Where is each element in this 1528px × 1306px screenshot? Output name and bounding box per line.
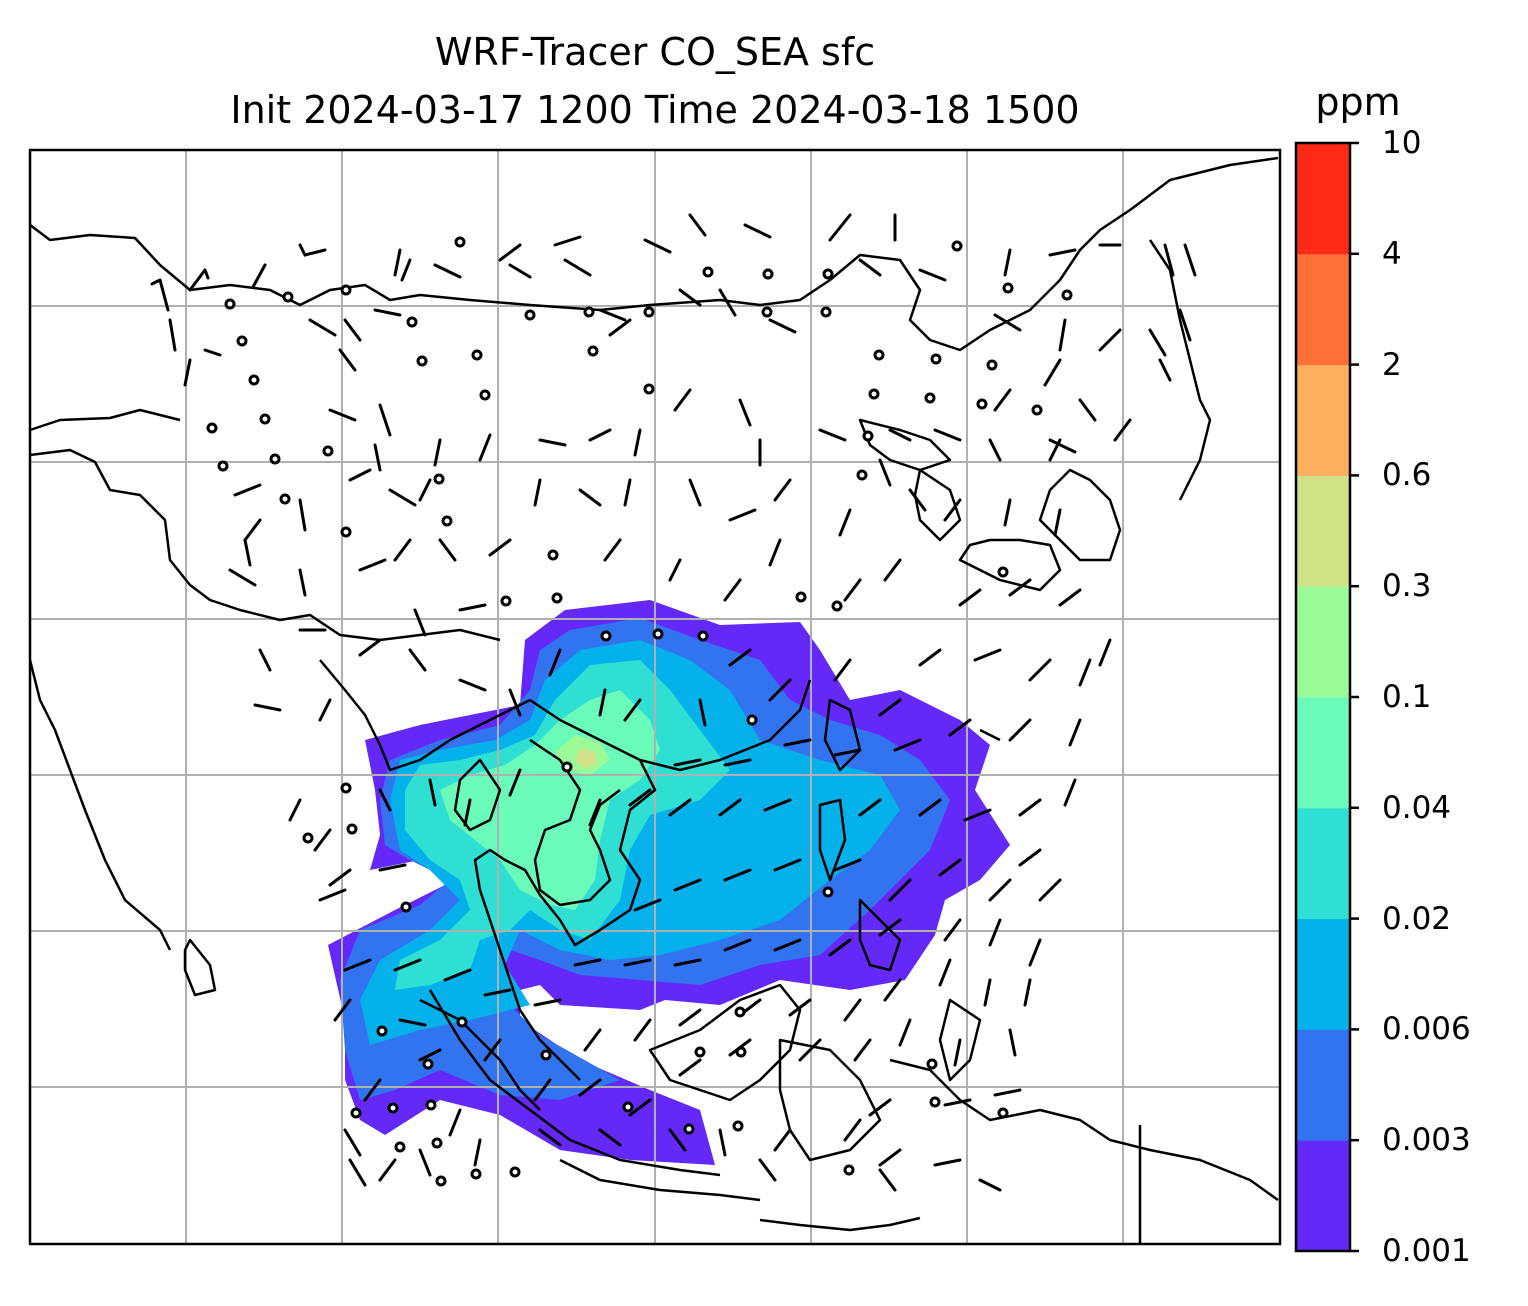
colorbar-tick-label: 0.04 (1382, 789, 1452, 826)
map-subtitle: Init 2024-03-17 1200 Time 2024-03-18 150… (230, 88, 1080, 132)
colorbar-tick-label: 0.6 (1382, 457, 1432, 494)
colorbar-segment (1296, 807, 1350, 920)
calm-wind-markers (206, 236, 1073, 1187)
colorbar-segment (1296, 143, 1350, 255)
conc-level-5 (440, 690, 660, 910)
colorbar-tick-label: 0.001 (1382, 1233, 1471, 1269)
wind-barbs (150, 213, 1197, 1192)
colorbar-unit: ppm (1315, 80, 1401, 124)
colorbar-tick-label: 0.3 (1382, 568, 1432, 605)
colorbar-tick-label: 0.02 (1382, 900, 1452, 937)
colorbar-segment (1296, 1140, 1350, 1252)
colorbar-tick-label: 0.1 (1382, 679, 1432, 715)
colorbar-tick-label: 2 (1382, 346, 1402, 383)
colorbar-tick-label: 4 (1382, 235, 1402, 272)
colorbar-segment (1296, 586, 1350, 698)
colorbar-segment (1296, 364, 1350, 476)
colorbar-segment (1296, 918, 1350, 1030)
colorbar-tick-label: 0.006 (1382, 1011, 1471, 1048)
colorbar-segment (1296, 1029, 1350, 1141)
coastlines-borders (28, 156, 1279, 1244)
colorbar-tick-label: 0.003 (1382, 1122, 1471, 1159)
gridlines (30, 150, 1280, 1244)
colorbar-segment (1296, 697, 1350, 809)
colorbar-tick-label: 10 (1382, 125, 1422, 161)
colorbar (1294, 141, 1359, 1253)
map-title: WRF-Tracer CO_SEA sfc (434, 30, 876, 74)
conc-level-7 (575, 748, 597, 768)
map-frame (28, 148, 1282, 1246)
colorbar-segment (1296, 253, 1350, 366)
colorbar-segment (1296, 475, 1350, 587)
